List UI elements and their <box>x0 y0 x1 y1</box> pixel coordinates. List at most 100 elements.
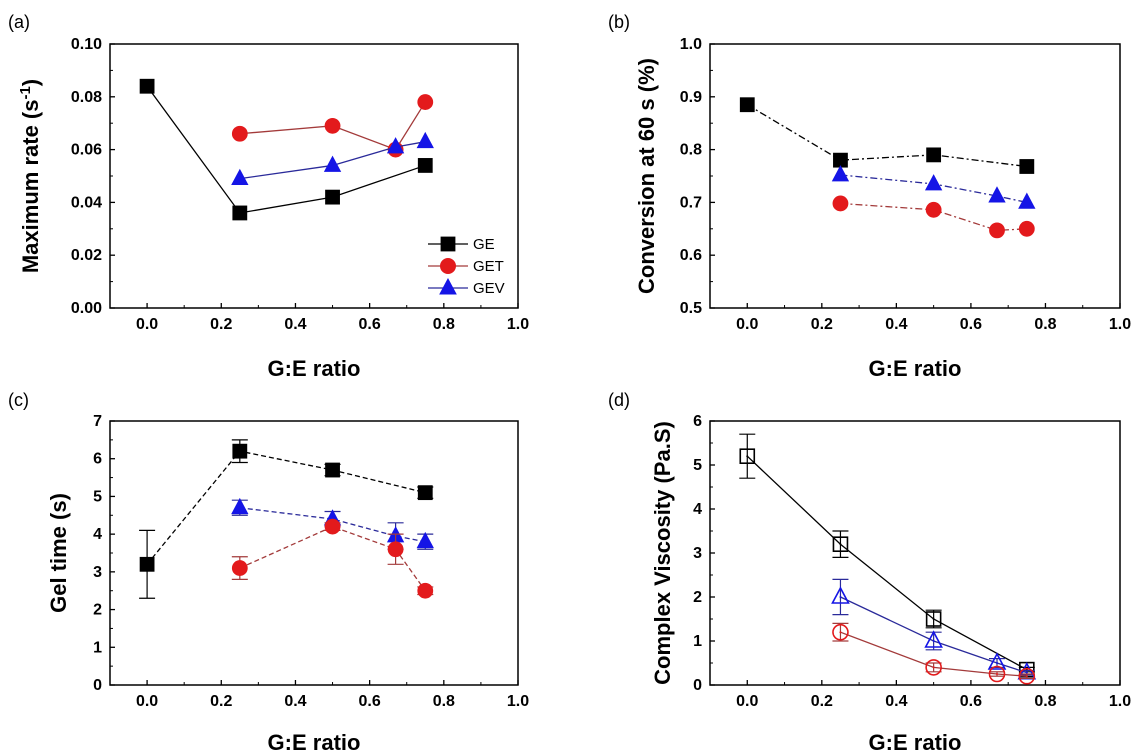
data-point-dot <box>932 618 935 620</box>
x-axis-title: G:E ratio <box>869 730 962 755</box>
legend-marker-gev <box>439 277 457 295</box>
data-point-get <box>832 195 849 212</box>
x-tick-label: 0.6 <box>359 316 381 333</box>
x-tick-label: 0.8 <box>1034 693 1056 710</box>
data-point-get <box>231 125 248 142</box>
data-point-get <box>387 541 404 558</box>
y-tick-label: 0.00 <box>71 300 102 317</box>
data-point-gev <box>831 586 850 604</box>
data-point-dot <box>1025 675 1028 678</box>
data-point-gev <box>416 131 434 149</box>
y-axis-title: Complex Viscosity (Pa.S) <box>650 421 675 685</box>
data-point-gev <box>323 155 342 172</box>
x-tick-label: 0.6 <box>960 693 982 710</box>
y-tick-label: 0.9 <box>680 89 702 106</box>
series-line-get <box>840 202 1027 232</box>
x-tick-label: 0.0 <box>136 693 158 710</box>
data-point-ge <box>739 448 756 465</box>
x-tick-label: 0.8 <box>433 693 455 710</box>
y-tick-label: 5 <box>693 457 702 474</box>
data-point-get <box>417 94 434 110</box>
y-tick-label: 1.0 <box>680 36 702 53</box>
panel-c: (c) 0.0 0.2 0.4 0.6 0.8 1.0 0 1 2 3 4 5 6 7 G:E ratio Ge… <box>8 390 529 755</box>
y-tick-label: 1 <box>93 639 102 656</box>
y-tick-label: 0.04 <box>71 194 102 211</box>
data-point-dot <box>746 455 749 458</box>
x-tick-label: 0.4 <box>885 693 907 710</box>
data-point-ge <box>325 462 340 478</box>
data-point-ge <box>925 611 942 627</box>
x-tick-label: 0.2 <box>210 693 232 710</box>
y-tick-label: 0.02 <box>71 247 102 264</box>
y-tick-label: 6 <box>693 413 702 430</box>
x-tick-label: 1.0 <box>1109 693 1131 710</box>
data-point-dot <box>932 666 935 669</box>
data-point-gev <box>416 531 434 549</box>
x-tick-label: 0.6 <box>359 693 381 710</box>
data-point-gev <box>1018 192 1036 209</box>
data-point-ge <box>232 443 248 459</box>
data-point-ge <box>1019 159 1035 174</box>
data-point-get <box>925 201 942 218</box>
plot-frame <box>109 420 519 686</box>
data-point-gev <box>987 652 1007 670</box>
x-tick-label: 0.2 <box>811 693 833 710</box>
x-tick-label: 0.8 <box>1034 316 1056 333</box>
y-tick-label: 0.08 <box>71 89 102 106</box>
data-point-gev <box>924 174 943 191</box>
y-tick-label: 3 <box>93 564 102 581</box>
y-axis-title: Conversion at 60 s (%) <box>634 58 659 294</box>
y-tick-label: 2 <box>93 602 102 619</box>
data-point-dot <box>839 631 842 634</box>
data-point-dot <box>996 662 998 664</box>
plot-frame <box>709 420 1121 686</box>
legend-label-ge: GE <box>473 236 495 253</box>
x-tick-label: 1.0 <box>1109 316 1131 333</box>
panel-label: (d) <box>608 390 630 410</box>
series-line-ge <box>146 450 426 565</box>
x-tick-label: 0.8 <box>433 316 455 333</box>
data-point-ge <box>832 536 849 553</box>
data-point-ge <box>926 147 942 163</box>
legend-marker-ge <box>440 236 456 252</box>
panel-label: (b) <box>608 12 630 32</box>
data-point-ge <box>325 189 340 205</box>
x-tick-label: 0.6 <box>960 316 982 333</box>
y-tick-label: 0.6 <box>680 247 702 264</box>
y-tick-label: 0 <box>693 677 702 694</box>
y-tick-label: 7 <box>93 413 102 430</box>
data-point-get <box>925 659 942 676</box>
data-point-get <box>231 560 248 576</box>
plot-frame <box>109 43 519 309</box>
y-tick-label: 1 <box>693 633 702 650</box>
x-tick-label: 0.4 <box>284 693 306 710</box>
data-point-ge <box>139 556 155 572</box>
data-point-gev <box>831 165 850 182</box>
y-tick-label: 0 <box>93 677 102 694</box>
data-point-gev <box>386 137 405 154</box>
series-line-gev <box>840 174 1027 204</box>
data-point-ge <box>739 97 755 113</box>
y-axis-title: Gel time (s) <box>46 493 71 613</box>
series-line-ge <box>746 455 1028 671</box>
x-tick-label: 0.2 <box>210 316 232 333</box>
legend-marker-get <box>440 258 456 274</box>
data-point-get <box>324 518 341 535</box>
legend-label-get: GET <box>473 258 504 275</box>
x-axis-title: G:E ratio <box>869 356 962 381</box>
x-tick-label: 0.2 <box>811 316 833 333</box>
y-tick-label: 5 <box>93 488 102 505</box>
y-tick-label: 0.06 <box>71 142 102 159</box>
y-tick-label: 0.8 <box>680 142 702 159</box>
y-tick-label: 2 <box>693 589 702 606</box>
data-point-dot <box>996 673 998 675</box>
data-point-dot <box>839 596 842 598</box>
data-point-dot <box>932 640 935 642</box>
data-point-ge <box>833 152 848 168</box>
series-line-ge <box>146 85 426 214</box>
y-tick-label: 0.10 <box>71 36 102 53</box>
series-line-get <box>239 101 426 151</box>
panel-b: (b) 0.0 0.2 0.4 0.6 0.8 1.0 0.5 0.6 0.7 0.8 0.9 1.0 G… <box>608 12 1131 381</box>
data-point-dot <box>839 543 842 546</box>
